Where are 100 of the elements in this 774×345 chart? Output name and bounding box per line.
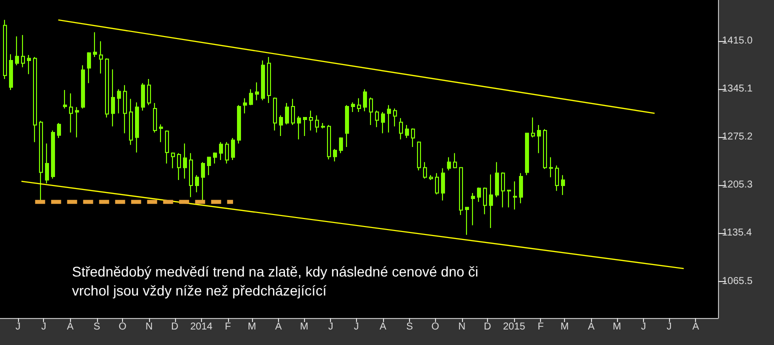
candlestick (189, 152, 193, 198)
candlestick (279, 114, 283, 136)
candlestick (123, 84, 127, 134)
x-tick-label: A (588, 322, 595, 332)
candlestick (561, 174, 565, 196)
x-tick-label: O (118, 322, 127, 332)
candlestick (207, 156, 211, 176)
y-tick-label: 1065.5 (722, 276, 754, 287)
y-tick-label: 1205.3 (722, 180, 754, 191)
candlestick (9, 54, 13, 90)
candlestick (345, 104, 349, 148)
candlestick (399, 118, 403, 140)
candlestick (351, 102, 355, 112)
candlestick (129, 98, 133, 146)
candlestick (99, 40, 103, 74)
x-tick-label: M (612, 322, 622, 332)
candlestick (3, 19, 7, 80)
x-tick-label: D (484, 322, 492, 332)
candlestick (183, 143, 187, 180)
candlestick (429, 174, 433, 180)
candlestick (363, 88, 367, 112)
candlestick (297, 116, 301, 140)
candlestick (531, 116, 535, 138)
candlestick (357, 98, 361, 112)
candlestick (309, 110, 313, 131)
x-tick-label: 2014 (190, 322, 213, 332)
x-tick-label: O (431, 322, 440, 332)
x-tick-label: J (640, 322, 646, 332)
candlestick (489, 174, 493, 229)
candlestick (411, 128, 415, 148)
candlestick (543, 128, 547, 170)
x-tick-label: J (41, 322, 46, 332)
candlestick (81, 64, 85, 110)
candlestick (441, 168, 445, 202)
candlestick (471, 192, 475, 226)
x-tick-label: J (328, 322, 334, 332)
candlestick (465, 206, 469, 236)
candlestick (237, 104, 241, 144)
candlestick (147, 78, 151, 106)
candlestick (243, 98, 247, 114)
x-tick-label: S (406, 322, 414, 332)
x-tick-label: M (300, 322, 308, 332)
candlestick (171, 152, 175, 169)
candlestick (477, 187, 481, 202)
x-tick-label: M (560, 322, 569, 332)
x-tick-label: D (171, 322, 178, 332)
y-tick-label: 1135.4 (722, 228, 752, 239)
candlestick (15, 36, 19, 66)
candlestick (153, 102, 157, 134)
x-tick-label: N (145, 322, 153, 332)
candlestick (387, 104, 391, 134)
candlestick (333, 148, 337, 162)
candlestick (549, 156, 553, 178)
x-tick-label: A (692, 322, 700, 332)
candlestick (195, 174, 199, 193)
candlestick (273, 97, 277, 131)
candlestick (327, 124, 331, 160)
candlestick (405, 124, 409, 139)
candlestick (501, 172, 505, 208)
x-tick-label: J (15, 322, 20, 332)
candlestick (45, 143, 49, 184)
y-tick-label: 1415.0 (722, 36, 754, 47)
x-tick-label: J (666, 322, 672, 332)
candlestick (165, 130, 169, 164)
candlestick (303, 116, 307, 136)
candlestick (459, 167, 463, 216)
candlestick (39, 120, 43, 202)
y-tick-label: 1275.2 (722, 132, 754, 143)
candlestick (105, 58, 109, 118)
candlestick (33, 56, 37, 143)
x-tick-label: F (224, 322, 231, 332)
candlestick (555, 165, 559, 192)
candlestick (219, 142, 223, 161)
candlestick (435, 172, 439, 195)
candlestick (483, 187, 487, 215)
candlestick (525, 132, 529, 176)
candlestick (249, 88, 253, 106)
candlestick (267, 56, 271, 104)
candlestick (75, 106, 79, 138)
candlestick (321, 122, 325, 129)
candlestick (519, 172, 523, 204)
candlestick (495, 162, 499, 198)
candlestick (255, 82, 259, 101)
candlestick (51, 130, 55, 180)
candlestick (159, 124, 163, 143)
candlestick (417, 140, 421, 171)
x-tick-label: F (538, 322, 544, 332)
candlestick (231, 138, 235, 161)
x-tick-label: N (458, 322, 466, 332)
candlestick (453, 152, 457, 169)
candlestick (339, 136, 343, 154)
candlestick (27, 54, 31, 75)
x-tick-label: A (66, 322, 74, 332)
candlestick (513, 180, 517, 210)
candlestick (447, 156, 451, 171)
candlestick (93, 32, 97, 58)
candlestick (87, 52, 91, 84)
candlestick (285, 102, 289, 125)
candlestick (423, 162, 427, 180)
x-tick-label: A (275, 322, 282, 332)
